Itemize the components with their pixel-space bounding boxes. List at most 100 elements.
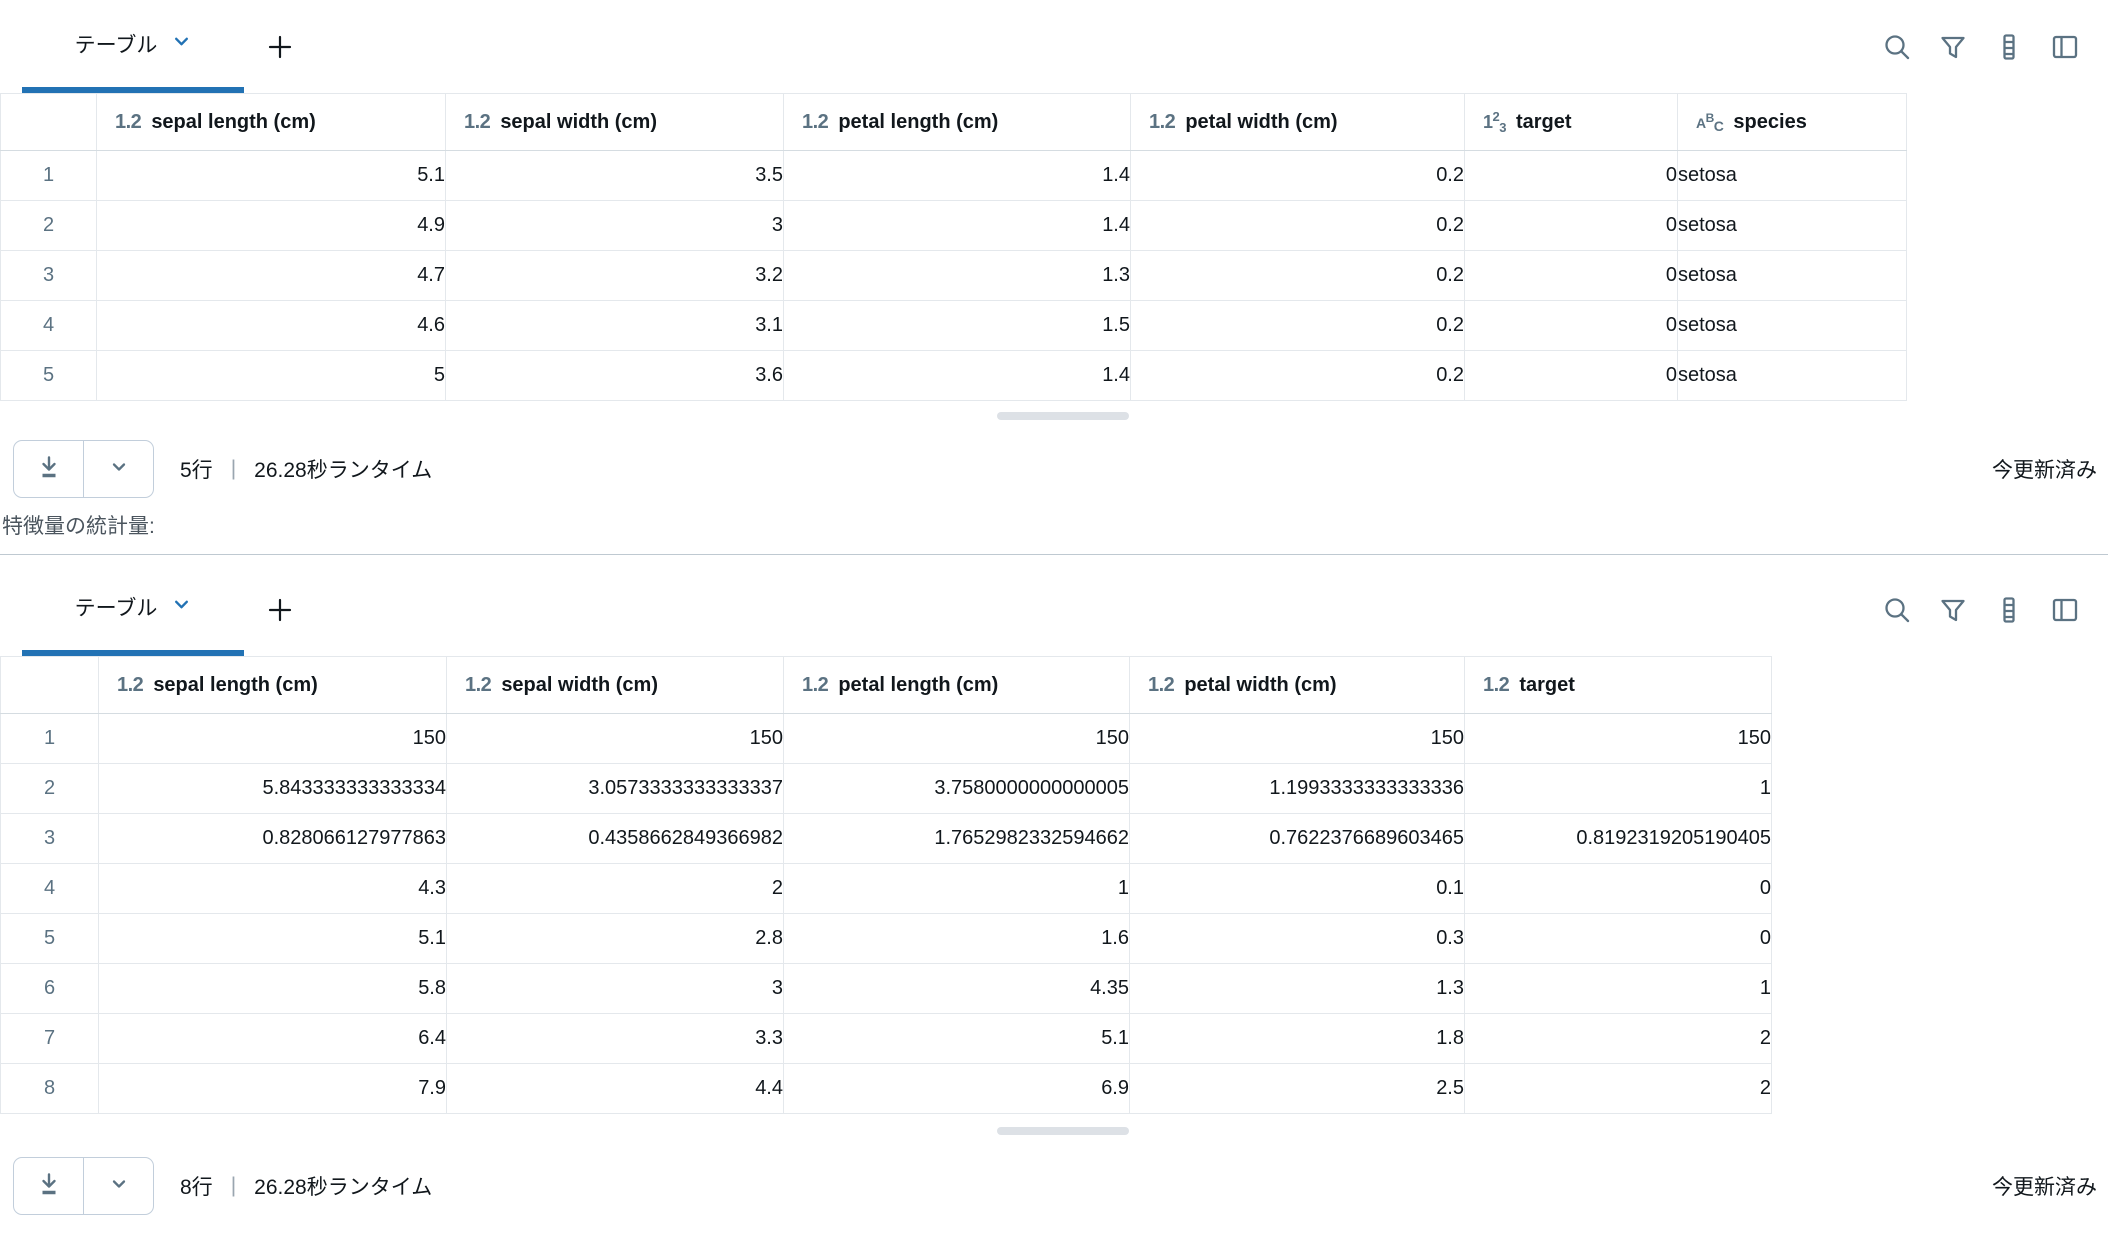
cell[interactable]: 0 xyxy=(1464,913,1772,964)
cell[interactable]: 6.4 xyxy=(98,1013,447,1064)
cell[interactable]: 5.8 xyxy=(98,963,447,1014)
filter-button[interactable] xyxy=(1936,593,1970,627)
cell[interactable]: 1 xyxy=(1464,963,1772,1014)
filter-button[interactable] xyxy=(1936,30,1970,64)
cell[interactable]: 3.7580000000000005 xyxy=(783,763,1130,814)
column-header-petal-length-cm[interactable]: 1.2 petal length (cm) xyxy=(783,656,1130,714)
cell[interactable]: 5 xyxy=(96,350,446,401)
add-tab-button[interactable] xyxy=(244,0,316,93)
columns-button[interactable] xyxy=(1992,593,2026,627)
search-button[interactable] xyxy=(1880,593,1914,627)
cell[interactable]: 5.1 xyxy=(98,913,447,964)
cell[interactable]: 7.9 xyxy=(98,1063,447,1114)
column-header-sepal-width-cm[interactable]: 1.2 sepal width (cm) xyxy=(445,93,784,151)
download-button[interactable] xyxy=(14,441,83,497)
cell[interactable]: 5.843333333333334 xyxy=(98,763,447,814)
cell[interactable]: 0.7622376689603465 xyxy=(1129,813,1465,864)
cell[interactable]: 5.1 xyxy=(96,150,446,201)
tab-table-2[interactable]: テーブル xyxy=(22,563,244,656)
horizontal-scrollbar[interactable] xyxy=(997,412,1129,420)
columns-button[interactable] xyxy=(1992,30,2026,64)
cell[interactable]: 3.2 xyxy=(445,250,784,301)
cell[interactable]: 1.6 xyxy=(783,913,1130,964)
cell[interactable]: 3 xyxy=(445,200,784,251)
panel-layout-button[interactable] xyxy=(2048,593,2082,627)
cell[interactable]: 2 xyxy=(1464,1063,1772,1114)
cell[interactable]: 0.828066127977863 xyxy=(98,813,447,864)
cell[interactable]: 6.9 xyxy=(783,1063,1130,1114)
cell[interactable]: 1.1993333333333336 xyxy=(1129,763,1465,814)
download-options-button[interactable] xyxy=(83,441,153,497)
cell[interactable]: 0.2 xyxy=(1130,250,1465,301)
cell[interactable]: 0 xyxy=(1464,350,1678,401)
cell[interactable]: 3.5 xyxy=(445,150,784,201)
column-header-petal-length-cm[interactable]: 1.2 petal length (cm) xyxy=(783,93,1131,151)
cell[interactable]: 0.2 xyxy=(1130,300,1465,351)
cell[interactable]: setosa xyxy=(1677,250,1907,301)
column-header-sepal-width-cm[interactable]: 1.2 sepal width (cm) xyxy=(446,656,784,714)
cell[interactable]: 150 xyxy=(446,713,784,764)
cell[interactable]: 0.2 xyxy=(1130,200,1465,251)
add-tab-button[interactable] xyxy=(244,563,316,656)
cell[interactable]: 150 xyxy=(783,713,1130,764)
panel-layout-button[interactable] xyxy=(2048,30,2082,64)
tab-table-1[interactable]: テーブル xyxy=(22,0,244,93)
cell[interactable]: 0.4358662849366982 xyxy=(446,813,784,864)
column-header-target[interactable]: 1.2 target xyxy=(1464,656,1772,714)
row-count: 5行 xyxy=(180,459,213,482)
cell[interactable]: 1.3 xyxy=(783,250,1131,301)
cell[interactable]: 0 xyxy=(1464,200,1678,251)
cell[interactable]: 0.2 xyxy=(1130,150,1465,201)
cell[interactable]: 0 xyxy=(1464,250,1678,301)
cell[interactable]: 4.9 xyxy=(96,200,446,251)
cell[interactable]: 2.8 xyxy=(446,913,784,964)
cell[interactable]: 1 xyxy=(783,863,1130,914)
cell[interactable]: 3.1 xyxy=(445,300,784,351)
column-header-target[interactable]: 123 target xyxy=(1464,93,1678,151)
column-header-species[interactable]: ABC species xyxy=(1677,93,1907,151)
cell[interactable]: 0.2 xyxy=(1130,350,1465,401)
column-header-sepal-length-cm[interactable]: 1.2 sepal length (cm) xyxy=(96,93,446,151)
cell[interactable]: setosa xyxy=(1677,200,1907,251)
cell[interactable]: 4.6 xyxy=(96,300,446,351)
cell[interactable]: 2 xyxy=(1464,1013,1772,1064)
column-header-petal-width-cm[interactable]: 1.2 petal width (cm) xyxy=(1129,656,1465,714)
cell[interactable]: setosa xyxy=(1677,350,1907,401)
cell[interactable]: 0.3 xyxy=(1129,913,1465,964)
cell[interactable]: 5.1 xyxy=(783,1013,1130,1064)
download-button[interactable] xyxy=(14,1158,83,1214)
cell[interactable]: 3.6 xyxy=(445,350,784,401)
cell[interactable]: 1.4 xyxy=(783,350,1131,401)
cell[interactable]: 1.4 xyxy=(783,150,1131,201)
cell[interactable]: setosa xyxy=(1677,300,1907,351)
download-options-button[interactable] xyxy=(83,1158,153,1214)
cell[interactable]: 3.3 xyxy=(446,1013,784,1064)
cell[interactable]: 2 xyxy=(446,863,784,914)
cell[interactable]: 1.7652982332594662 xyxy=(783,813,1130,864)
cell[interactable]: 4.35 xyxy=(783,963,1130,1014)
cell[interactable]: 1.8 xyxy=(1129,1013,1465,1064)
cell[interactable]: setosa xyxy=(1677,150,1907,201)
cell[interactable]: 3.0573333333333337 xyxy=(446,763,784,814)
cell[interactable]: 150 xyxy=(1464,713,1772,764)
cell[interactable]: 0.8192319205190405 xyxy=(1464,813,1772,864)
horizontal-scrollbar[interactable] xyxy=(997,1127,1129,1135)
cell[interactable]: 0 xyxy=(1464,863,1772,914)
cell[interactable]: 4.3 xyxy=(98,863,447,914)
column-header-sepal-length-cm[interactable]: 1.2 sepal length (cm) xyxy=(98,656,447,714)
cell[interactable]: 150 xyxy=(98,713,447,764)
cell[interactable]: 1.3 xyxy=(1129,963,1465,1014)
cell[interactable]: 0 xyxy=(1464,150,1678,201)
cell[interactable]: 3 xyxy=(446,963,784,1014)
cell[interactable]: 150 xyxy=(1129,713,1465,764)
cell[interactable]: 0.1 xyxy=(1129,863,1465,914)
cell[interactable]: 1 xyxy=(1464,763,1772,814)
search-button[interactable] xyxy=(1880,30,1914,64)
cell[interactable]: 4.7 xyxy=(96,250,446,301)
cell[interactable]: 1.4 xyxy=(783,200,1131,251)
cell[interactable]: 0 xyxy=(1464,300,1678,351)
cell[interactable]: 4.4 xyxy=(446,1063,784,1114)
cell[interactable]: 1.5 xyxy=(783,300,1131,351)
column-header-petal-width-cm[interactable]: 1.2 petal width (cm) xyxy=(1130,93,1465,151)
cell[interactable]: 2.5 xyxy=(1129,1063,1465,1114)
